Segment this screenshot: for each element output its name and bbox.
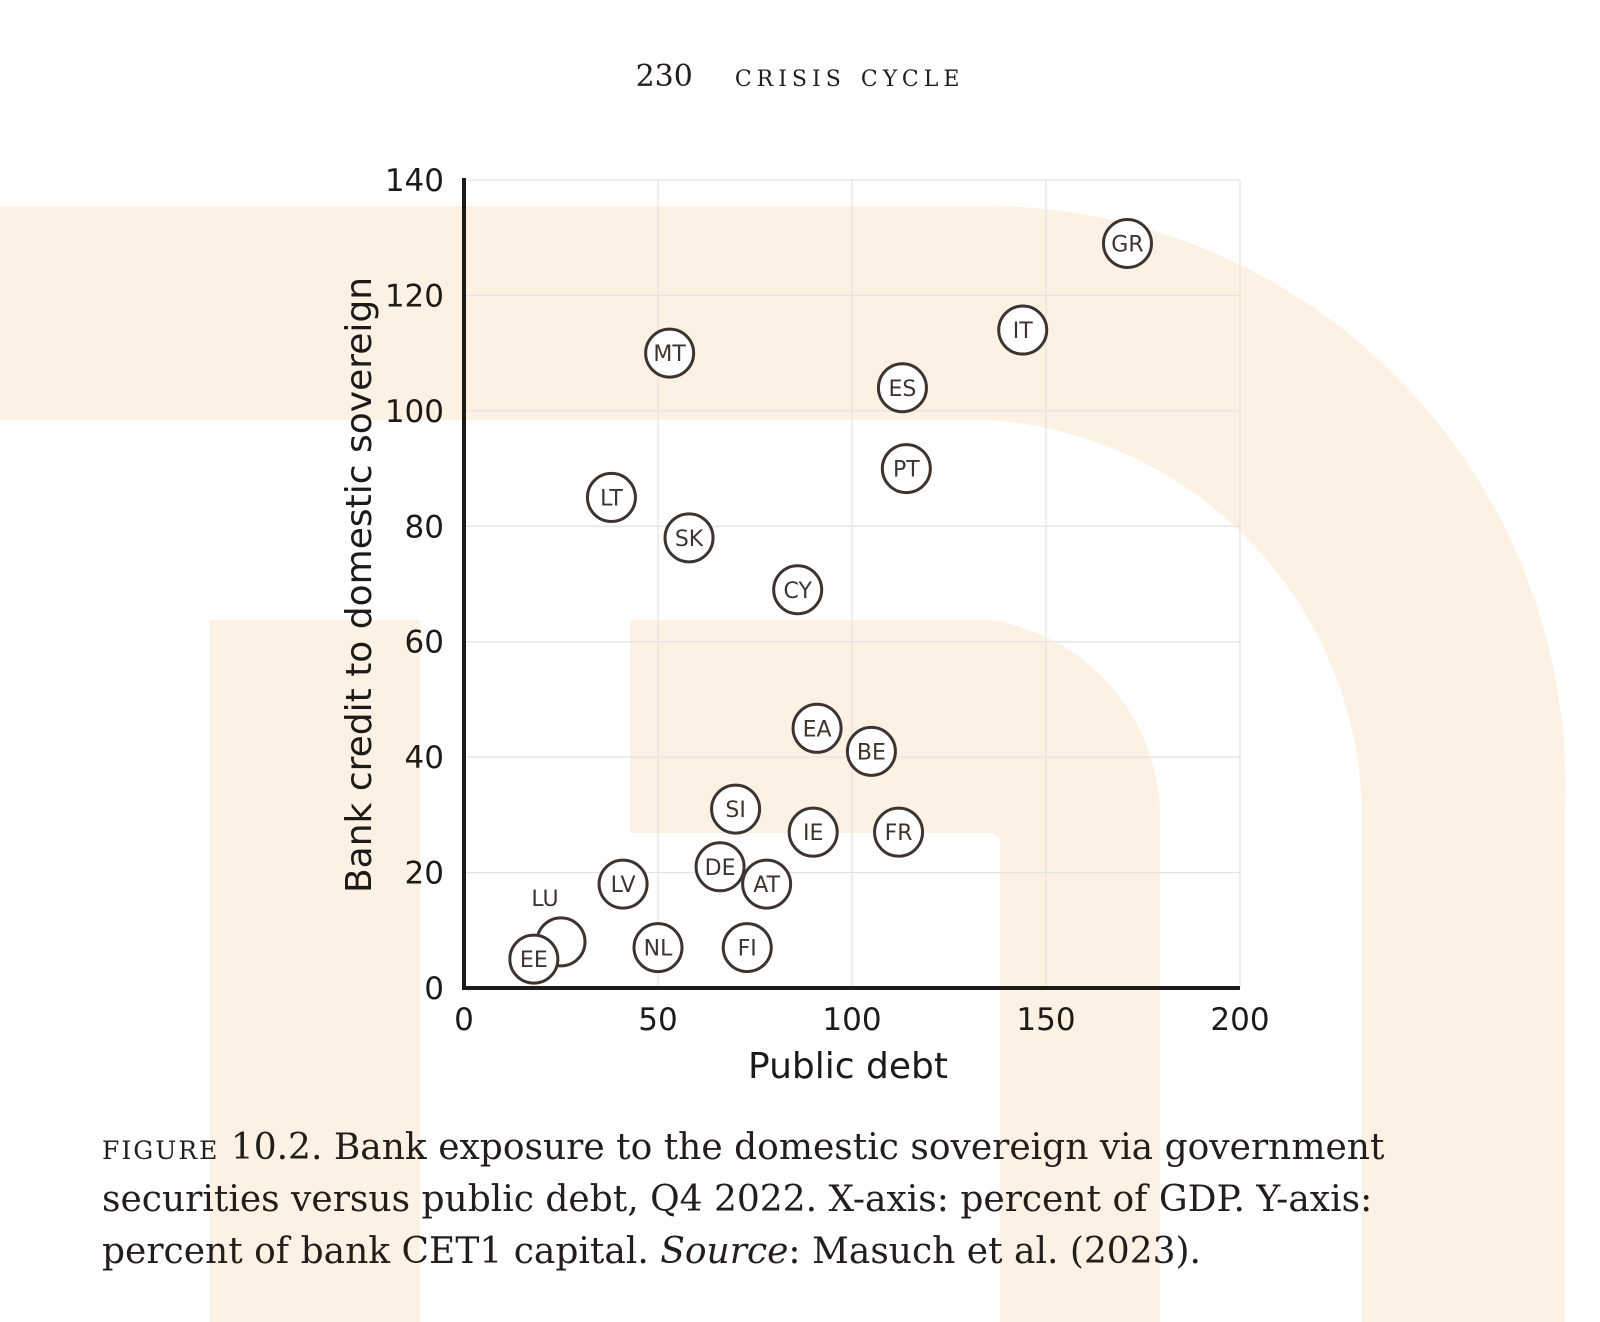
data-point: ES	[876, 362, 928, 414]
data-point: EE	[508, 933, 560, 985]
point-label: SK	[675, 527, 704, 552]
point-label: CY	[783, 579, 812, 604]
y-tick-label: 20	[405, 856, 444, 892]
point-marker	[791, 702, 843, 754]
point-marker	[710, 783, 762, 835]
data-point: BE	[845, 725, 897, 777]
point-marker	[721, 922, 773, 974]
data-point: SK	[663, 512, 715, 564]
data-point: IT	[997, 304, 1049, 356]
point-label: SI	[725, 798, 745, 823]
point-label: LV	[611, 873, 636, 898]
point-label: IT	[1013, 319, 1033, 344]
data-point: LV	[597, 858, 649, 910]
point-marker	[632, 922, 684, 974]
point-marker	[508, 933, 560, 985]
data-point: AT	[741, 858, 793, 910]
point-marker	[597, 858, 649, 910]
data-point: EA	[791, 702, 843, 754]
grid-lines	[464, 179, 1241, 988]
data-point: DE	[694, 841, 746, 893]
point-marker	[787, 806, 839, 858]
point-label: EA	[803, 717, 832, 742]
source-text: : Masuch et al. (2023).	[788, 1231, 1201, 1272]
data-point: MT	[644, 327, 696, 379]
point-marker	[845, 725, 897, 777]
figure-label: FIGURE	[102, 1127, 220, 1168]
page-number: 230	[635, 59, 693, 94]
y-tick-label: 100	[385, 394, 444, 430]
x-axis-label: Public debt	[748, 1046, 948, 1087]
source-label: Source	[660, 1231, 789, 1272]
data-points: GR IT MT ES PT LT SK CY EA BE SI IE FR DE AT LV LU EE NL FI	[508, 217, 1153, 985]
point-label: AT	[753, 873, 780, 898]
point-marker	[663, 512, 715, 564]
tick-labels: 0 50 100 150 200 0 20 40 60 80 100 120 140	[385, 163, 1270, 1038]
x-tick-label: 100	[822, 1002, 881, 1038]
data-point: LT	[585, 471, 637, 523]
x-tick-label: 200	[1210, 1002, 1269, 1038]
axes	[462, 178, 1240, 990]
running-head: 230 CRISIS CYCLE	[0, 56, 1600, 94]
point-marker	[772, 564, 824, 616]
point-label: LT	[600, 486, 623, 511]
x-tick-label: 0	[454, 1002, 474, 1038]
point-marker	[873, 806, 925, 858]
data-point: FI	[721, 922, 773, 974]
point-marker	[1101, 217, 1153, 269]
point-marker	[741, 858, 793, 910]
point-marker	[876, 362, 928, 414]
point-label: NL	[644, 937, 673, 962]
point-label: PT	[893, 458, 920, 483]
data-point: FR	[873, 806, 925, 858]
data-point: NL	[632, 922, 684, 974]
data-point: SI	[710, 783, 762, 835]
point-marker	[880, 443, 932, 495]
y-tick-label: 140	[385, 163, 444, 199]
data-point: GR	[1101, 217, 1153, 269]
point-marker	[694, 841, 746, 893]
point-label: FR	[885, 821, 913, 846]
y-tick-label: 40	[405, 740, 444, 776]
point-label: ES	[889, 377, 917, 402]
y-axis-label: Bank credit to domestic sovereign	[339, 277, 380, 893]
y-tick-label: 0	[424, 971, 444, 1007]
point-label: BE	[857, 740, 886, 765]
point-label: FI	[738, 937, 757, 962]
data-point: CY	[772, 564, 824, 616]
data-point: IE	[787, 806, 839, 858]
y-tick-label: 60	[405, 625, 444, 661]
point-label: LU	[531, 887, 558, 912]
x-tick-label: 150	[1016, 1002, 1075, 1038]
point-label: IE	[803, 821, 823, 846]
point-marker	[585, 471, 637, 523]
y-tick-label: 120	[385, 278, 444, 314]
point-label: GR	[1111, 232, 1143, 257]
point-label: MT	[653, 342, 686, 367]
y-tick-label: 80	[405, 509, 444, 545]
x-tick-label: 50	[638, 1002, 677, 1038]
point-label: EE	[520, 948, 548, 973]
point-label: DE	[705, 856, 736, 881]
point-marker	[644, 327, 696, 379]
figure-caption: FIGURE 10.2. Bank exposure to the domest…	[102, 1122, 1522, 1278]
book-title: CRISIS CYCLE	[734, 56, 965, 94]
point-marker	[997, 304, 1049, 356]
data-point: PT	[880, 443, 932, 495]
figure-text: 10.2. Bank exposure to the domestic sove…	[102, 1127, 1385, 1272]
